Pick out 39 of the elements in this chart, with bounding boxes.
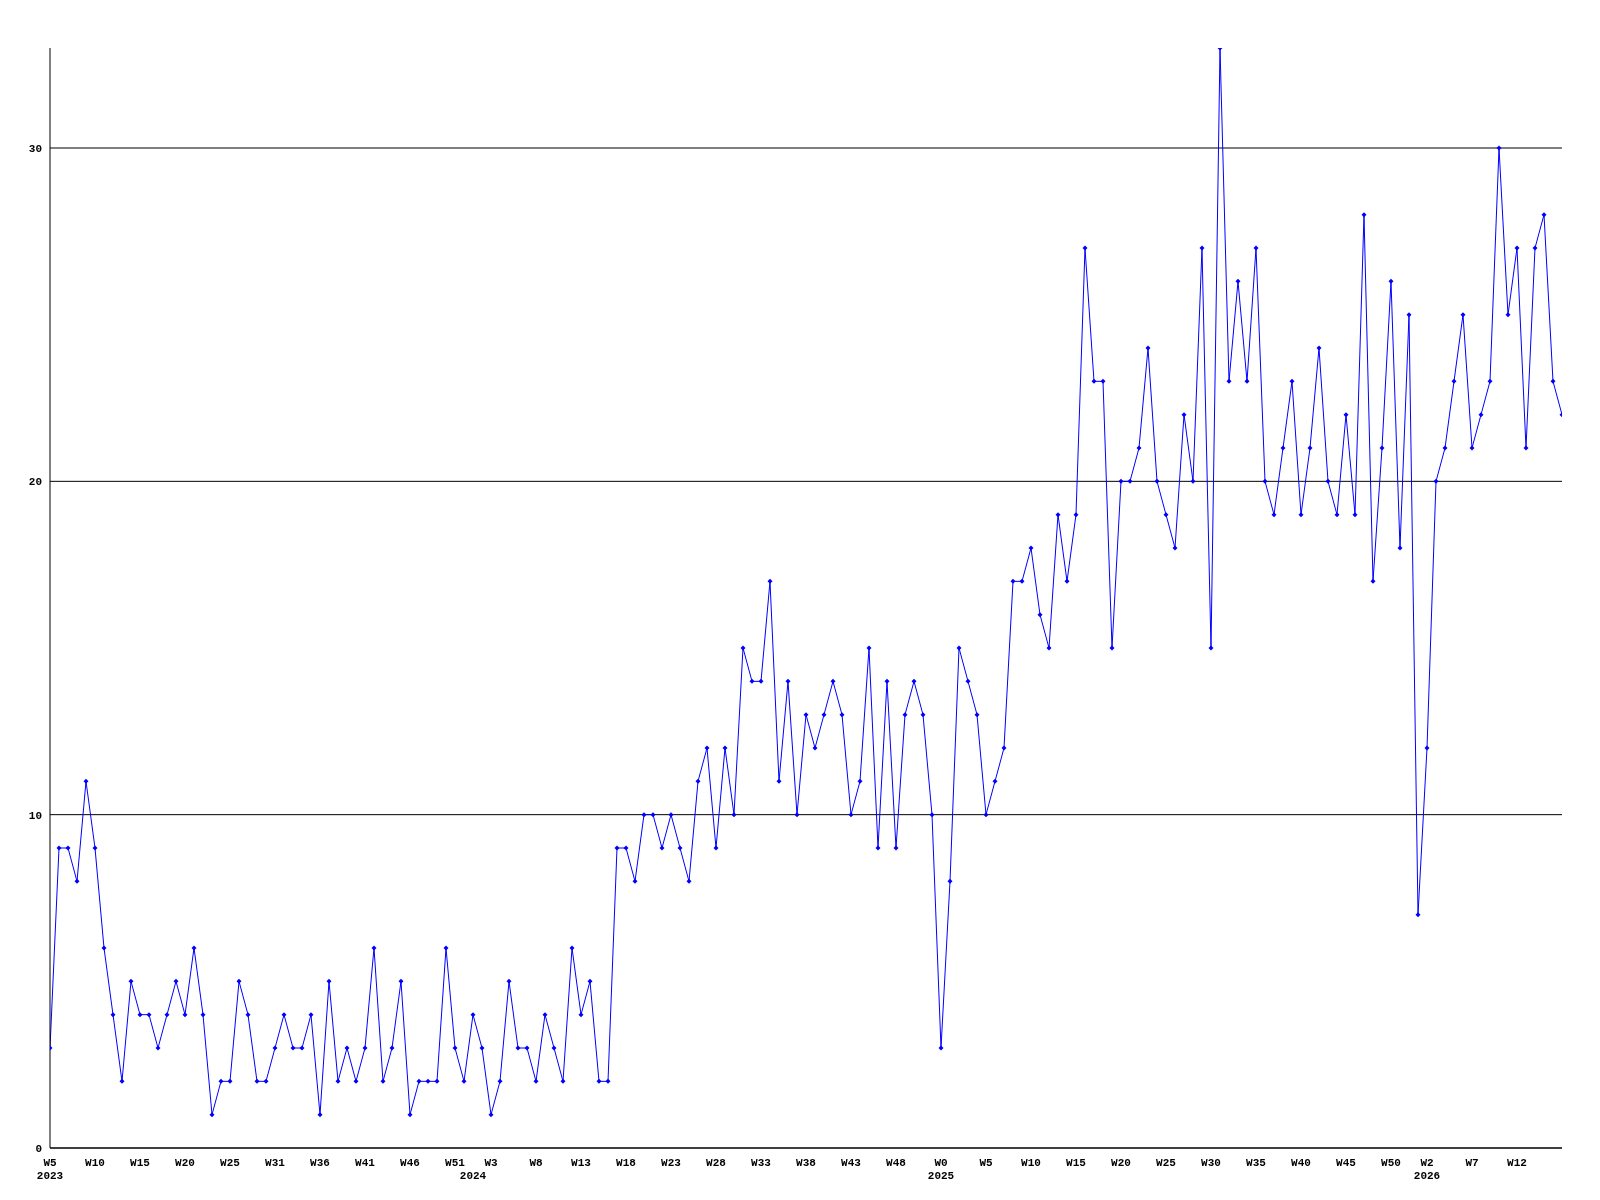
x-tick-label: W8	[529, 1157, 543, 1169]
x-tick-label: W41	[355, 1157, 376, 1169]
x-tick-label: W5 2023	[36, 1157, 64, 1182]
x-tick-label: W51	[445, 1157, 466, 1169]
x-tick-label: W18	[616, 1157, 637, 1169]
x-tick-label: W43	[841, 1157, 862, 1169]
x-tick-label: W35	[1246, 1157, 1267, 1169]
x-tick-label: 2024	[459, 1170, 487, 1182]
x-tick-label: W3	[484, 1157, 498, 1169]
x-tick-label: W25	[220, 1157, 241, 1169]
x-tick-label: W20	[175, 1157, 195, 1169]
x-tick-label: W23	[661, 1157, 682, 1169]
x-tick-label: W50	[1381, 1157, 1401, 1169]
y-tick-label: 10	[28, 809, 42, 822]
x-tick-label: W38	[796, 1157, 817, 1169]
x-tick-label: W40	[1291, 1157, 1311, 1169]
y-tick-label: 0	[35, 1142, 42, 1155]
x-tick-label: W28	[706, 1157, 727, 1169]
x-tick-label: W0 2025	[927, 1157, 955, 1182]
x-tick-label: W15	[1066, 1157, 1087, 1169]
x-tick-label: W25	[1156, 1157, 1177, 1169]
x-tick-label: W45	[1336, 1157, 1357, 1169]
x-tick-label: W33	[751, 1157, 772, 1169]
x-tick-label: W7	[1465, 1157, 1479, 1169]
x-tick-label: W48	[886, 1157, 907, 1169]
x-tick-label: W30	[1201, 1157, 1221, 1169]
x-tick-label: W10	[1021, 1157, 1041, 1169]
x-tick-label: W15	[130, 1157, 151, 1169]
x-tick-label: W10	[85, 1157, 105, 1169]
y-tick-label: 30	[28, 142, 42, 155]
x-tick-label: W20	[1111, 1157, 1131, 1169]
x-tick-label: W46	[400, 1157, 420, 1169]
x-tick-label: W13	[571, 1157, 592, 1169]
x-tick-label: W5	[979, 1157, 993, 1169]
y-tick-label: 20	[28, 476, 42, 489]
x-tick-label: W12	[1507, 1157, 1527, 1169]
x-tick-label: W31	[265, 1157, 286, 1169]
x-tick-label: W36	[310, 1157, 330, 1169]
x-tick-label: W2 2026	[1413, 1157, 1441, 1182]
